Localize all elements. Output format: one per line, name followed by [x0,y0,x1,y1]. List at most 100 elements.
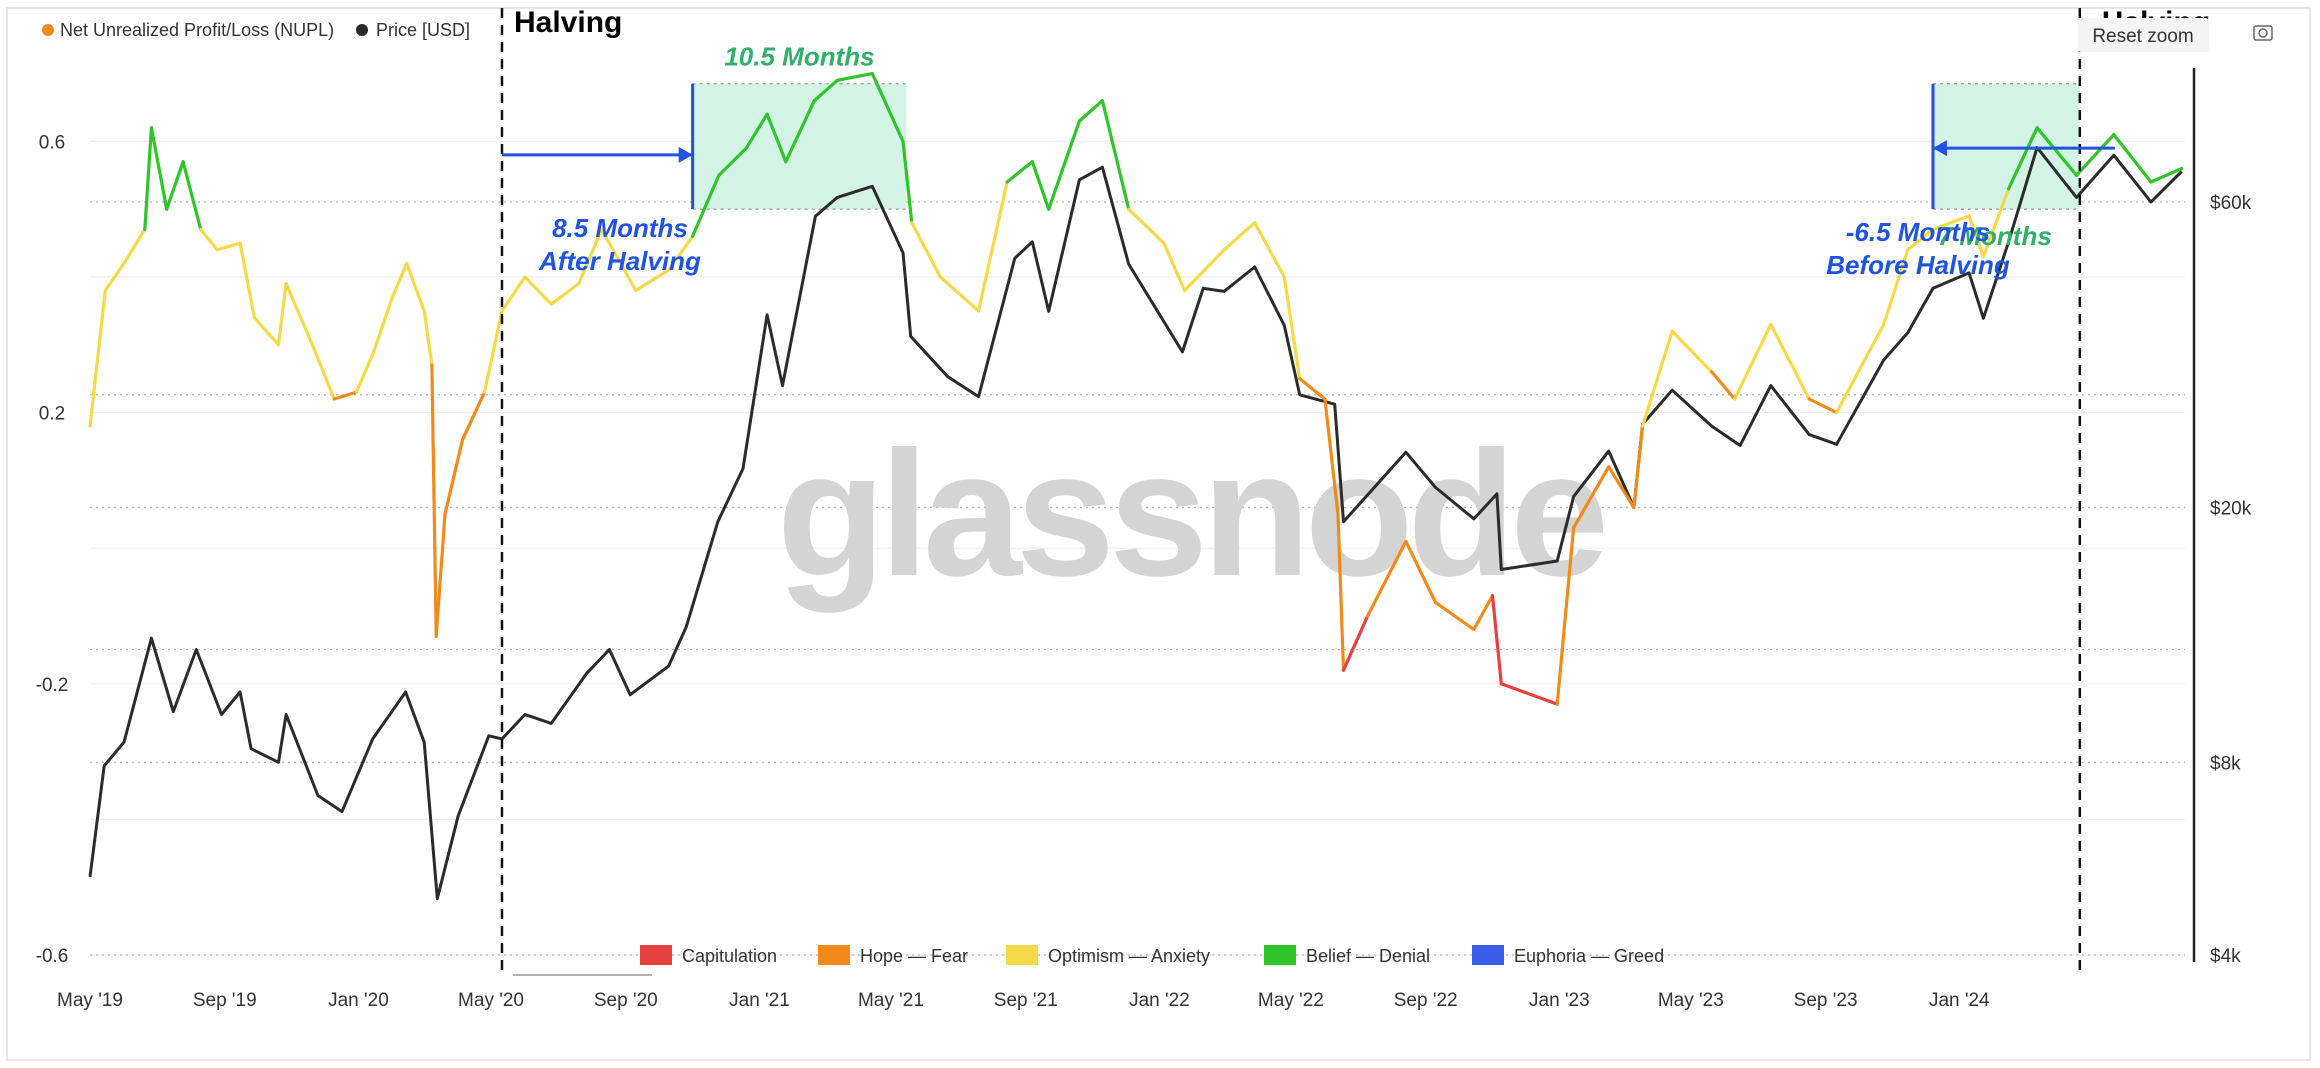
nupl-segment [634,268,671,293]
camera-icon[interactable] [2253,25,2273,41]
nupl-segment [405,261,426,313]
nupl-segment [1807,397,1839,415]
nupl-segment [1433,600,1476,632]
nupl-segment [1100,99,1131,211]
x-tick: Sep '23 [1794,990,1858,1011]
zone-legend-item[interactable]: Euphoria — Greed [1472,945,1664,966]
nupl-segment [976,180,1009,313]
nupl-segment [1607,465,1636,510]
axes: 0.6 0.2 -0.2 -0.6 $60k $20k $8k $4k May '19 Sep '… [36,68,2252,1011]
x-tick: Sep '22 [1394,990,1458,1011]
nupl-segment [1253,221,1286,279]
x-tick: Jan '22 [1129,990,1190,1011]
x-tick: May '23 [1658,990,1724,1011]
nupl-segment [1555,526,1576,706]
y-left-tick: 0.6 [39,132,65,153]
reset-zoom-label: Reset zoom [2092,26,2193,47]
watermark: glassnode [777,414,1603,613]
x-tick: May '22 [1258,990,1324,1011]
annotation-text: After Halving [538,246,701,276]
reset-zoom-button[interactable]: Reset zoom [2078,18,2209,52]
nupl-segment [1323,397,1340,516]
zone-legend-item[interactable]: Optimism — Anxiety [1006,945,1210,966]
x-tick: May '20 [458,990,524,1011]
x-tick: May '21 [858,990,924,1011]
nupl-segment [103,261,126,293]
nupl-segment [1365,539,1408,618]
nupl-segment [354,350,376,394]
price-series [88,146,2183,901]
nupl-segment [500,275,527,313]
nupl-segment [199,227,219,252]
camera-body [2253,25,2273,41]
x-tick: Jan '23 [1529,990,1590,1011]
highlight-zone [1932,83,2080,210]
x-tick: Sep '21 [994,990,1058,1011]
zone-legend: Capitulation Hope — Fear Optimism — Anxiet… [640,945,1664,966]
nupl-segment [2149,166,2184,184]
legend-item-nupl[interactable]: Net Unrealized Profit/Loss (NUPL) [42,20,334,40]
nupl-segment [1298,377,1327,401]
nupl-segment [717,146,748,177]
nupl-segment [1472,593,1495,632]
legend-item-price[interactable]: Price [USD] [356,20,470,40]
nupl-segment [165,160,185,211]
nupl-segment [88,288,107,428]
nupl-segment [460,390,487,442]
x-tick: Sep '20 [594,990,658,1011]
nupl-segment [812,78,839,103]
y-right-tick: $8k [2210,753,2241,774]
nupl-segment [1030,160,1051,211]
nupl-segment [784,99,816,164]
nupl-segment [690,173,721,238]
nupl-segment [901,139,914,225]
chart-frame [6,7,2311,1061]
x-tick: Sep '19 [193,990,257,1011]
nupl-segment [149,126,169,211]
nupl-segment [482,309,504,394]
zone-legend-item[interactable]: Hope — Fear [818,945,968,966]
nupl-segment [1834,322,1886,415]
halving-label: Halving [514,6,622,39]
nupl-segment [1769,322,1811,401]
camera-lens [2258,28,2268,38]
y-right-tick: $60k [2210,193,2252,214]
gridlines [90,140,2185,956]
nupl-segment [310,343,336,401]
legend-dot [356,24,368,36]
zone-legend-swatch [1006,945,1038,965]
nupl-segment [1222,221,1257,252]
y-left-tick: -0.2 [36,675,69,696]
nupl-segment [215,241,242,252]
x-tick: Jan '20 [328,990,389,1011]
nupl-segment [390,261,409,299]
nupl-segment [2074,133,2116,177]
nupl-segment [276,282,288,347]
nupl-segment [181,160,203,232]
nupl-segment [422,309,434,367]
annotation-arrowhead [678,146,693,163]
nupl-segment [372,295,394,354]
annotation-text: Before Halving [1826,250,2010,280]
nupl-segment [765,112,788,164]
nupl-segment [1341,614,1370,672]
y-left-tick: 0.2 [39,404,65,425]
price-line [88,146,2183,901]
y-left-tick: -0.6 [36,946,69,967]
nupl-segment [443,438,465,516]
zone-legend-swatch [640,945,672,965]
nupl-segment [1906,227,1935,252]
x-tick: Jan '24 [1929,990,1990,1011]
zone-legend-item[interactable]: Belief — Denial [1264,945,1430,966]
nupl-segment [870,71,905,143]
highlight-label: 7 Months [1938,221,2052,251]
y-right-tick: $4k [2210,946,2241,967]
nupl-segment [835,71,874,82]
nupl-segment [1640,329,1674,428]
nupl-segment [1670,329,1714,374]
nupl-segment [938,275,981,313]
annotation-text: 8.5 Months [552,213,688,243]
zone-legend-item[interactable]: Capitulation [640,945,777,966]
